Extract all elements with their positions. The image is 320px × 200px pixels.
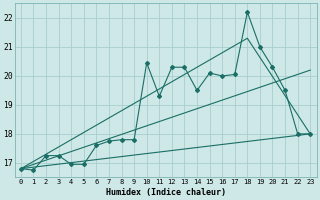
X-axis label: Humidex (Indice chaleur): Humidex (Indice chaleur): [106, 188, 226, 197]
